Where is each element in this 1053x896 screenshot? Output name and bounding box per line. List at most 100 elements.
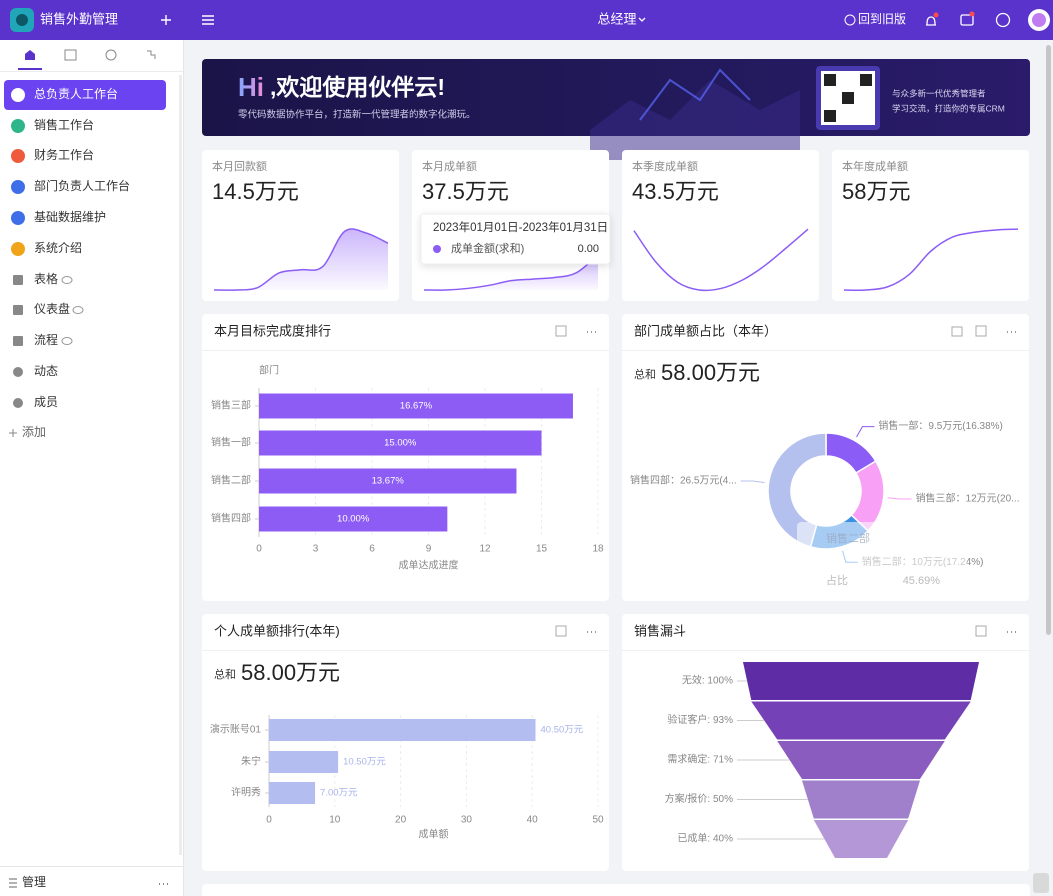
tab-dashboard[interactable] [105, 49, 117, 61]
ghost-tooltip-title: 销售二部 [826, 531, 870, 545]
slice-label: 销售三部：12万元(20... [916, 492, 1020, 505]
sidebar-scrollbar [179, 75, 182, 855]
menu-item[interactable]: 流程 [34, 332, 58, 347]
funnel-layer [802, 780, 920, 819]
menu-item[interactable]: 仪表盘 [34, 301, 70, 316]
menu-item[interactable]: 成员 [34, 395, 58, 409]
donut-slice [767, 432, 827, 548]
avatar-mark [1032, 13, 1046, 27]
menu-icon [11, 180, 25, 194]
value-label: 13.67% [372, 476, 405, 487]
x-tick-label: 3 [313, 544, 319, 555]
manage-icon[interactable] [9, 878, 17, 888]
x-tick-label: 40 [527, 815, 539, 826]
x-tick-label: 30 [461, 815, 473, 826]
bar [259, 506, 448, 532]
bar [269, 782, 316, 804]
funnel-label: 需求确定: 71% [667, 753, 733, 766]
sparkline-line [843, 228, 1019, 291]
value-label: 40.50万元 [540, 725, 583, 736]
old-version-link[interactable]: 回到旧版 [858, 12, 906, 26]
menu-item[interactable]: 系统介绍 [34, 241, 82, 255]
chart-title: 部门成单额占比（本年） [634, 323, 777, 338]
menu-item[interactable]: 销售工作台 [34, 117, 94, 132]
axis-title: 成单额 [419, 828, 449, 841]
chart-title: 本月目标完成度排行 [214, 323, 331, 338]
total-label: 总和 [634, 367, 656, 381]
axis-title: 部门 [259, 364, 279, 377]
menu-item[interactable]: 总负责人工作台 [34, 86, 118, 101]
menu-icon [11, 149, 25, 163]
menu-toggle[interactable] [202, 15, 214, 25]
expand-button[interactable] [975, 325, 987, 337]
funnel-label: 方案/报价: 50% [665, 792, 733, 805]
tooltip-dot [433, 245, 441, 253]
tab-table[interactable] [64, 49, 77, 61]
notification-icon[interactable] [926, 16, 936, 26]
chart-title: 个人成单额排行(本年) [214, 623, 340, 638]
help-icon[interactable] [995, 12, 1011, 28]
bar [259, 468, 517, 494]
y-tick-label: 销售一部 [211, 436, 251, 449]
tab-home[interactable] [25, 50, 35, 60]
x-tick-label: 9 [426, 544, 432, 555]
banner-art-line [639, 68, 751, 121]
total-value: 58.00万元 [661, 360, 760, 385]
app-name[interactable]: 销售外勤管理 [40, 11, 118, 26]
menu-icon [11, 242, 25, 256]
kpi-card [622, 150, 819, 301]
total-value: 58.00万元 [241, 660, 340, 685]
old-version-icon[interactable] [844, 14, 856, 26]
add-button[interactable] [161, 15, 171, 25]
funnel-layer [751, 701, 971, 740]
tooltip [420, 213, 611, 265]
sparkline-line [213, 228, 389, 291]
axis-title: 成单达成进度 [399, 559, 459, 572]
y-tick-label: 销售二部 [211, 474, 251, 487]
bar [259, 393, 573, 419]
inbox-icon[interactable] [960, 14, 974, 26]
x-tick-label: 6 [369, 544, 375, 555]
menu-icon [13, 367, 23, 377]
card-headers: 本月目标完成度排行 部门成单额占比（本年） 个人成单额排行(本年) 销售漏斗 [202, 323, 1029, 651]
role-caret[interactable] [638, 17, 646, 22]
x-tick-label: 15 [536, 544, 548, 555]
banner-art [590, 80, 800, 160]
collapse-button[interactable] [1033, 873, 1049, 893]
notification-dot [933, 12, 939, 18]
value-label: 10.00% [337, 514, 370, 525]
menu-item[interactable]: 动态 [34, 364, 58, 378]
value-label: 16.67% [400, 401, 433, 412]
expand-button[interactable] [555, 325, 567, 337]
funnel-label: 验证客户: 93% [667, 713, 733, 726]
expand-button[interactable] [975, 625, 987, 637]
chart-card [202, 314, 609, 601]
menu-item[interactable]: 基础数据维护 [34, 209, 106, 224]
page-scrollbar[interactable] [1046, 45, 1051, 635]
menu-item[interactable]: 财务工作台 [34, 147, 94, 162]
add-menu[interactable]: 添加 [22, 425, 46, 439]
menu-item[interactable]: 表格 [34, 271, 58, 286]
funnel-layer [813, 820, 909, 858]
menu-item[interactable]: 部门负责人工作台 [34, 178, 130, 193]
value-label: 10.50万元 [343, 757, 386, 768]
manage-link[interactable]: 管理 [22, 874, 46, 889]
add-icon[interactable] [9, 429, 17, 437]
value-label: 7.00万元 [320, 788, 358, 799]
sparkline-area [214, 228, 388, 291]
tab-flow[interactable] [147, 50, 156, 59]
banner-greeting: Hi [238, 72, 264, 102]
bar [269, 719, 536, 741]
y-tick-label: 销售三部 [211, 399, 251, 412]
kpi-label: 本月回款额 [212, 159, 267, 173]
expand-button[interactable] [555, 625, 567, 637]
download-button[interactable] [951, 326, 963, 337]
total-label: 总和 [214, 667, 236, 681]
funnel-layer [777, 741, 945, 779]
role-switch[interactable]: 总经理 [597, 11, 636, 26]
leader-line [740, 480, 765, 484]
x-tick-label: 10 [329, 815, 341, 826]
sidebar [0, 40, 183, 896]
